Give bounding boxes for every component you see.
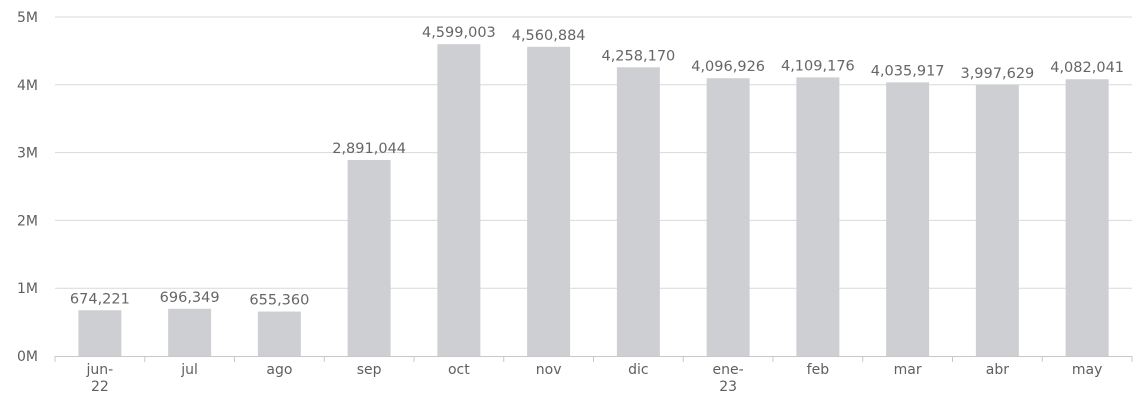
- x-tick-label: ene-: [713, 362, 744, 378]
- data-label: 4,560,884: [512, 28, 586, 44]
- bar: [886, 82, 930, 356]
- x-tick-label: may: [1072, 362, 1103, 378]
- bar: [437, 44, 481, 357]
- y-tick-label: 0M: [17, 349, 38, 365]
- y-tick-label: 2M: [17, 213, 38, 229]
- x-tick-label: feb: [807, 362, 830, 378]
- data-label: 2,891,044: [332, 141, 406, 157]
- x-tick-label: nov: [536, 362, 562, 378]
- data-label: 4,109,176: [781, 58, 855, 74]
- data-labels: 674,221 696,349 655,360 2,891,044 4,599,003 4…: [70, 25, 1124, 308]
- x-tick-label: 22: [91, 379, 109, 395]
- x-tick-label: sep: [357, 362, 382, 378]
- y-tick-label: 3M: [17, 146, 38, 162]
- data-label: 674,221: [70, 291, 130, 307]
- y-tick-label: 1M: [17, 281, 38, 297]
- data-label: 4,082,041: [1050, 60, 1124, 76]
- bar: [1065, 79, 1109, 357]
- x-tick-label: oct: [448, 362, 470, 378]
- bar: [706, 78, 750, 356]
- y-tick-label: 4M: [17, 78, 38, 94]
- grid-lines: [55, 16, 1132, 289]
- x-tick-label: jun-: [86, 362, 114, 378]
- data-label: 655,360: [249, 293, 309, 309]
- data-label: 696,349: [160, 290, 220, 306]
- bar: [616, 67, 660, 356]
- data-label: 4,258,170: [601, 48, 675, 64]
- x-tick-label: dic: [628, 362, 648, 378]
- data-label: 4,599,003: [422, 25, 496, 41]
- x-axis-ticks: jun-22 jul ago sep oct nov dic ene-23 feb mar abr m…: [54, 356, 1133, 395]
- data-label: 4,035,917: [871, 63, 945, 79]
- x-tick-label: ago: [266, 362, 292, 378]
- bar: [347, 159, 391, 356]
- bar: [527, 46, 571, 356]
- y-tick-label: 5M: [17, 10, 38, 26]
- bar: [796, 77, 840, 357]
- bar: [257, 311, 301, 356]
- bar: [975, 84, 1019, 356]
- bar: [168, 308, 212, 356]
- y-axis-ticks: 0M 1M 2M 3M 4M 5M: [17, 10, 38, 365]
- x-tick-label: mar: [894, 362, 922, 378]
- x-tick-label: 23: [719, 379, 737, 395]
- data-label: 4,096,926: [691, 59, 765, 75]
- bar: [78, 310, 122, 356]
- bars: [78, 44, 1109, 357]
- x-tick-label: abr: [986, 362, 1009, 378]
- data-label: 3,997,629: [960, 66, 1034, 82]
- x-tick-label: jul: [180, 362, 198, 378]
